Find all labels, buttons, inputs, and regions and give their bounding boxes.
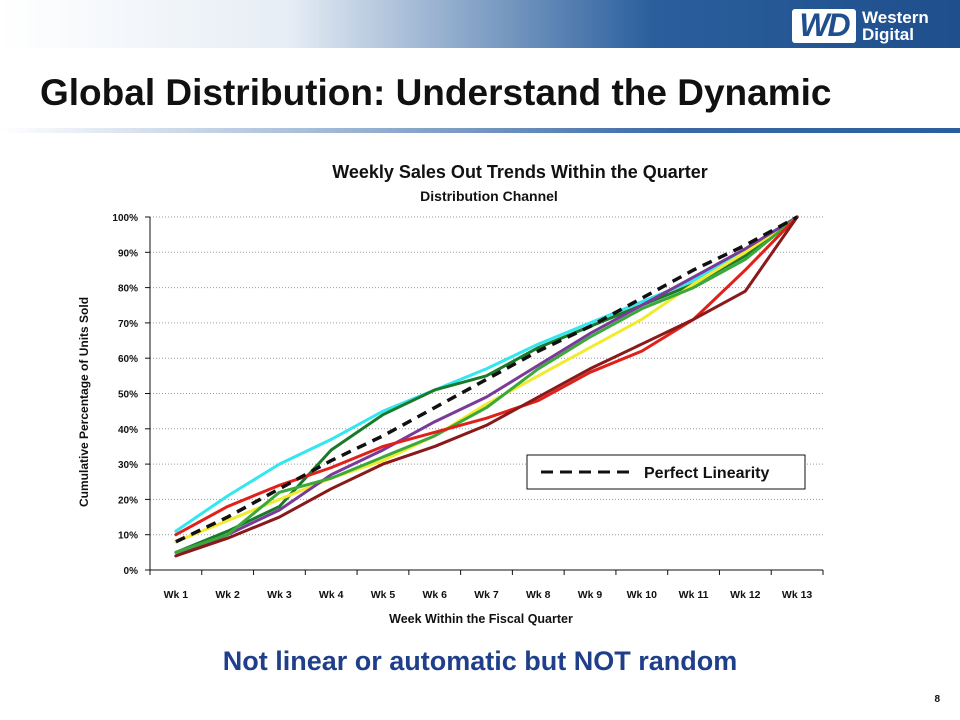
series-line-5: [176, 217, 797, 552]
y-tick-label: 100%: [112, 213, 138, 224]
slide-title: Global Distribution: Understand the Dyna…: [40, 72, 831, 114]
y-tick-label: 50%: [118, 390, 138, 401]
y-tick-label: 60%: [118, 354, 138, 365]
company-name-line1: Western: [862, 9, 929, 26]
x-tick-label: Wk 13: [782, 589, 813, 601]
x-tick-label: Wk 8: [526, 589, 551, 601]
y-tick-label: 30%: [118, 460, 138, 471]
y-tick-label: 70%: [118, 319, 138, 330]
series-line-perfect-linearity: [176, 217, 797, 542]
y-tick-label: 20%: [118, 495, 138, 506]
x-tick-label: Wk 10: [627, 589, 658, 601]
western-digital-logo: WD Western Digital: [792, 9, 952, 43]
x-tick-label: Wk 1: [164, 589, 189, 601]
legend-label-perfect-linearity: Perfect Linearity: [644, 465, 769, 482]
x-tick-label: Wk 11: [679, 589, 709, 601]
y-tick-label: 0%: [124, 566, 139, 577]
y-tick-label: 90%: [118, 248, 138, 259]
x-tick-label: Wk 3: [267, 589, 292, 601]
x-axis-label: Week Within the Fiscal Quarter: [389, 612, 573, 626]
wd-logo-badge: WD: [792, 9, 856, 43]
slide-tagline: Not linear or automatic but NOT random: [0, 646, 960, 677]
chart-title: Weekly Sales Out Trends Within the Quart…: [332, 162, 708, 182]
y-tick-label: 10%: [118, 531, 138, 542]
page-number: 8: [934, 694, 940, 705]
wd-logo-text: WD: [796, 7, 852, 44]
x-tick-label: Wk 7: [474, 589, 499, 601]
company-name: Western Digital: [862, 9, 929, 43]
y-tick-label: 80%: [118, 284, 138, 295]
x-tick-label: Wk 12: [730, 589, 761, 601]
chart-subtitle: Distribution Channel: [420, 188, 558, 204]
title-underline-bar: [0, 128, 960, 133]
x-tick-label: Wk 9: [578, 589, 603, 601]
x-tick-label: Wk 2: [215, 589, 240, 601]
company-name-line2: Digital: [862, 26, 929, 43]
x-tick-label: Wk 6: [422, 589, 447, 601]
y-tick-label: 40%: [118, 425, 138, 436]
x-tick-label: Wk 4: [319, 589, 344, 601]
y-axis-label: Cumulative Percentage of Units Sold: [77, 297, 91, 507]
x-tick-label: Wk 5: [371, 589, 396, 601]
sales-trend-chart: Weekly Sales Out Trends Within the Quart…: [0, 140, 960, 640]
